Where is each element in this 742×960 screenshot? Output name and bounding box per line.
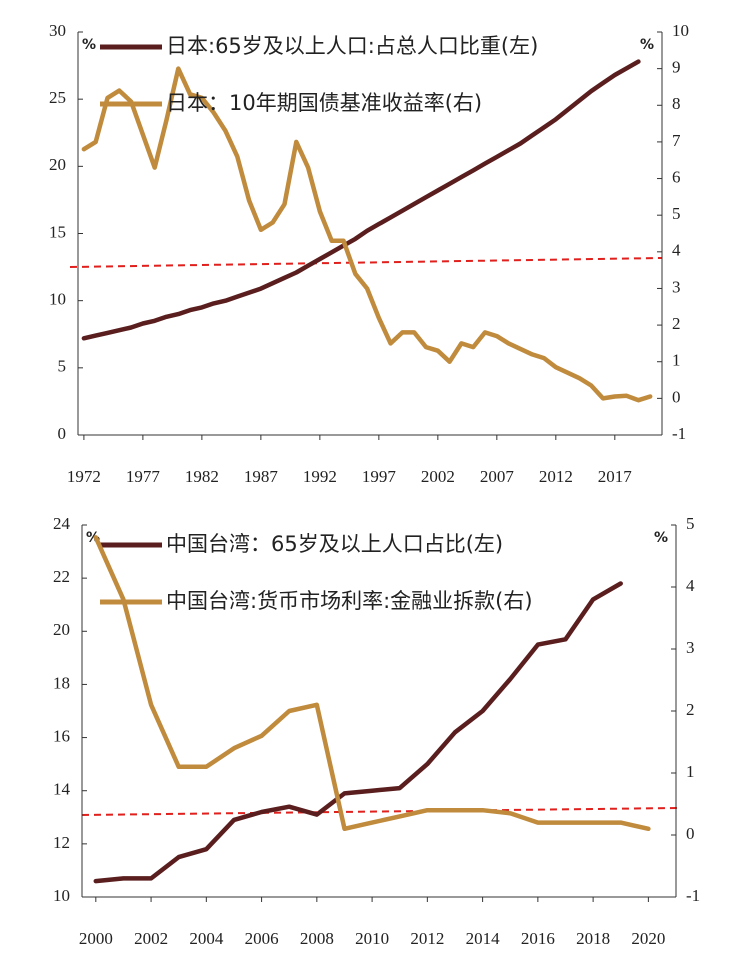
series-line	[81, 66, 653, 403]
y2-tick-label: 1	[686, 762, 695, 781]
series-line	[93, 535, 651, 832]
x-tick-label: 2000	[79, 929, 113, 948]
y2-tick-label: 0	[686, 824, 695, 843]
x-tick-label: 1972	[67, 467, 101, 486]
y-tick-label: 30	[49, 21, 66, 40]
x-tick-label: 2008	[300, 929, 334, 948]
x-tick-label: 2020	[631, 929, 665, 948]
y2-tick-label: 8	[672, 94, 681, 113]
x-tick-label: 2016	[521, 929, 555, 948]
y-tick-label: 20	[53, 620, 70, 639]
y-tick-label: 25	[49, 88, 66, 107]
x-tick-label: 1982	[185, 467, 219, 486]
y2-tick-label: 0	[672, 387, 681, 406]
y2-tick-label: 6	[672, 167, 681, 186]
x-tick-label: 2012	[410, 929, 444, 948]
y-tick-label: 10	[49, 290, 66, 309]
y-tick-label: 20	[49, 155, 66, 174]
x-tick-label: 2014	[466, 929, 501, 948]
y2-tick-label: 4	[686, 576, 695, 595]
legend-label: 日本:65岁及以上人口:占总人口比重(左)	[166, 34, 538, 58]
y-tick-label: 18	[53, 673, 70, 692]
x-tick-label: 2007	[480, 467, 515, 486]
legend-label: 中国台湾：65岁及以上人口占比(左)	[166, 532, 503, 556]
legend-label: 中国台湾:货币市场利率:金融业拆款(右)	[166, 589, 533, 613]
x-tick-label: 2002	[134, 929, 168, 948]
y2-unit: %	[640, 37, 654, 53]
legend-label: 日本：10年期国债基准收益率(右)	[166, 91, 482, 115]
reference-line	[69, 257, 663, 268]
y-tick-label: 14	[53, 780, 71, 799]
y-tick-label: 24	[53, 514, 71, 533]
y-tick-label: 22	[53, 567, 70, 586]
y2-tick-label: -1	[686, 886, 700, 905]
series-line	[81, 59, 641, 341]
y2-tick-label: 7	[672, 131, 681, 150]
x-tick-label: 1997	[362, 467, 397, 486]
y2-tick-label: 2	[672, 314, 681, 333]
y2-tick-label: 9	[672, 58, 681, 77]
reference-line	[81, 807, 679, 816]
x-tick-label: 1992	[303, 467, 337, 486]
y2-tick-label: 5	[686, 514, 695, 533]
y2-unit: %	[654, 530, 668, 546]
x-tick-label: 2010	[355, 929, 389, 948]
x-tick-label: 2004	[189, 929, 224, 948]
x-tick-label: 1977	[126, 467, 161, 486]
y-tick-label: 16	[53, 726, 70, 745]
x-tick-label: 2017	[598, 467, 633, 486]
x-tick-label: 2006	[245, 929, 279, 948]
y2-tick-label: 3	[672, 277, 681, 296]
y2-tick-label: -1	[672, 424, 686, 443]
y2-tick-label: 3	[686, 638, 695, 657]
y2-tick-label: 1	[672, 351, 681, 370]
y-tick-label: 0	[58, 424, 67, 443]
x-tick-label: 2018	[576, 929, 610, 948]
y-tick-label: 10	[53, 886, 70, 905]
y2-tick-label: 10	[672, 21, 689, 40]
y-tick-label: 15	[49, 222, 66, 241]
y2-tick-label: 2	[686, 700, 695, 719]
x-tick-label: 2002	[421, 467, 455, 486]
y2-tick-label: 4	[672, 241, 681, 260]
x-tick-label: 2012	[539, 467, 573, 486]
x-tick-label: 1987	[244, 467, 279, 486]
y2-tick-label: 5	[672, 204, 681, 223]
y-tick-label: 12	[53, 833, 70, 852]
series-line	[93, 581, 623, 884]
y-tick-label: 5	[58, 357, 67, 376]
y-unit: %	[82, 37, 96, 53]
